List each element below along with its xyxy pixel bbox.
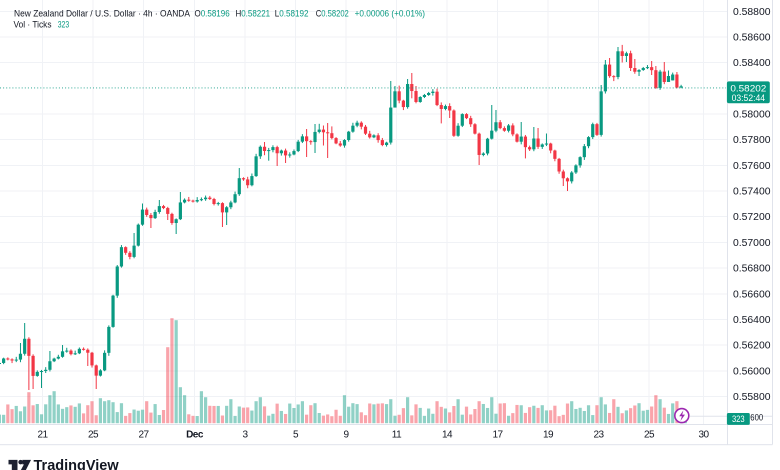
svg-text:0.56200: 0.56200 [733,341,771,352]
svg-text:21: 21 [37,429,48,440]
svg-text:0.58202: 0.58202 [730,83,766,94]
svg-text:0.55800: 0.55800 [733,392,771,403]
svg-text:25: 25 [644,429,655,440]
svg-text:H0.58221: H0.58221 [236,9,271,19]
svg-text:L0.58192: L0.58192 [275,9,309,19]
svg-text:Dec: Dec [186,429,204,440]
svg-text:0.56600: 0.56600 [733,289,771,300]
svg-text:0.58000: 0.58000 [733,110,771,121]
svg-text:0.58400: 0.58400 [733,58,771,69]
svg-text:5: 5 [293,429,299,440]
svg-text:New Zealand Dollar / U.S. Doll: New Zealand Dollar / U.S. Dollar · 4h · … [14,9,190,19]
svg-text:O0.58196: O0.58196 [195,9,230,19]
svg-text:23: 23 [593,429,604,440]
svg-text:Vol · Ticks: Vol · Ticks [14,20,53,30]
svg-text:11: 11 [392,429,402,440]
svg-text:323: 323 [58,20,70,30]
svg-text:323: 323 [732,414,745,425]
svg-text:0.56400: 0.56400 [733,315,771,326]
svg-text:C0.58202: C0.58202 [316,9,349,19]
svg-text:30: 30 [698,429,709,440]
svg-text:25: 25 [88,429,99,440]
svg-text:0.58800: 0.58800 [733,7,771,18]
svg-text:0.57000: 0.57000 [733,238,771,249]
svg-text:9: 9 [343,429,349,440]
svg-text:0.57600: 0.57600 [733,161,771,172]
svg-text:0.58600: 0.58600 [733,33,771,44]
svg-text:600: 600 [750,413,763,424]
svg-text:27: 27 [138,429,149,440]
svg-text:03:52:44: 03:52:44 [732,93,766,103]
svg-text:0.56800: 0.56800 [733,264,771,275]
svg-text:0.56000: 0.56000 [733,366,771,377]
svg-text:0.57400: 0.57400 [733,187,771,198]
svg-text:0.57800: 0.57800 [733,135,771,146]
svg-text:+0.00006 (+0.01%): +0.00006 (+0.01%) [355,9,425,19]
svg-text:0.57200: 0.57200 [733,212,771,223]
svg-text:14: 14 [442,429,453,440]
svg-text:17: 17 [492,429,503,440]
svg-text:19: 19 [543,429,554,440]
svg-text:3: 3 [242,429,248,440]
svg-text:TradingView: TradingView [34,458,120,470]
